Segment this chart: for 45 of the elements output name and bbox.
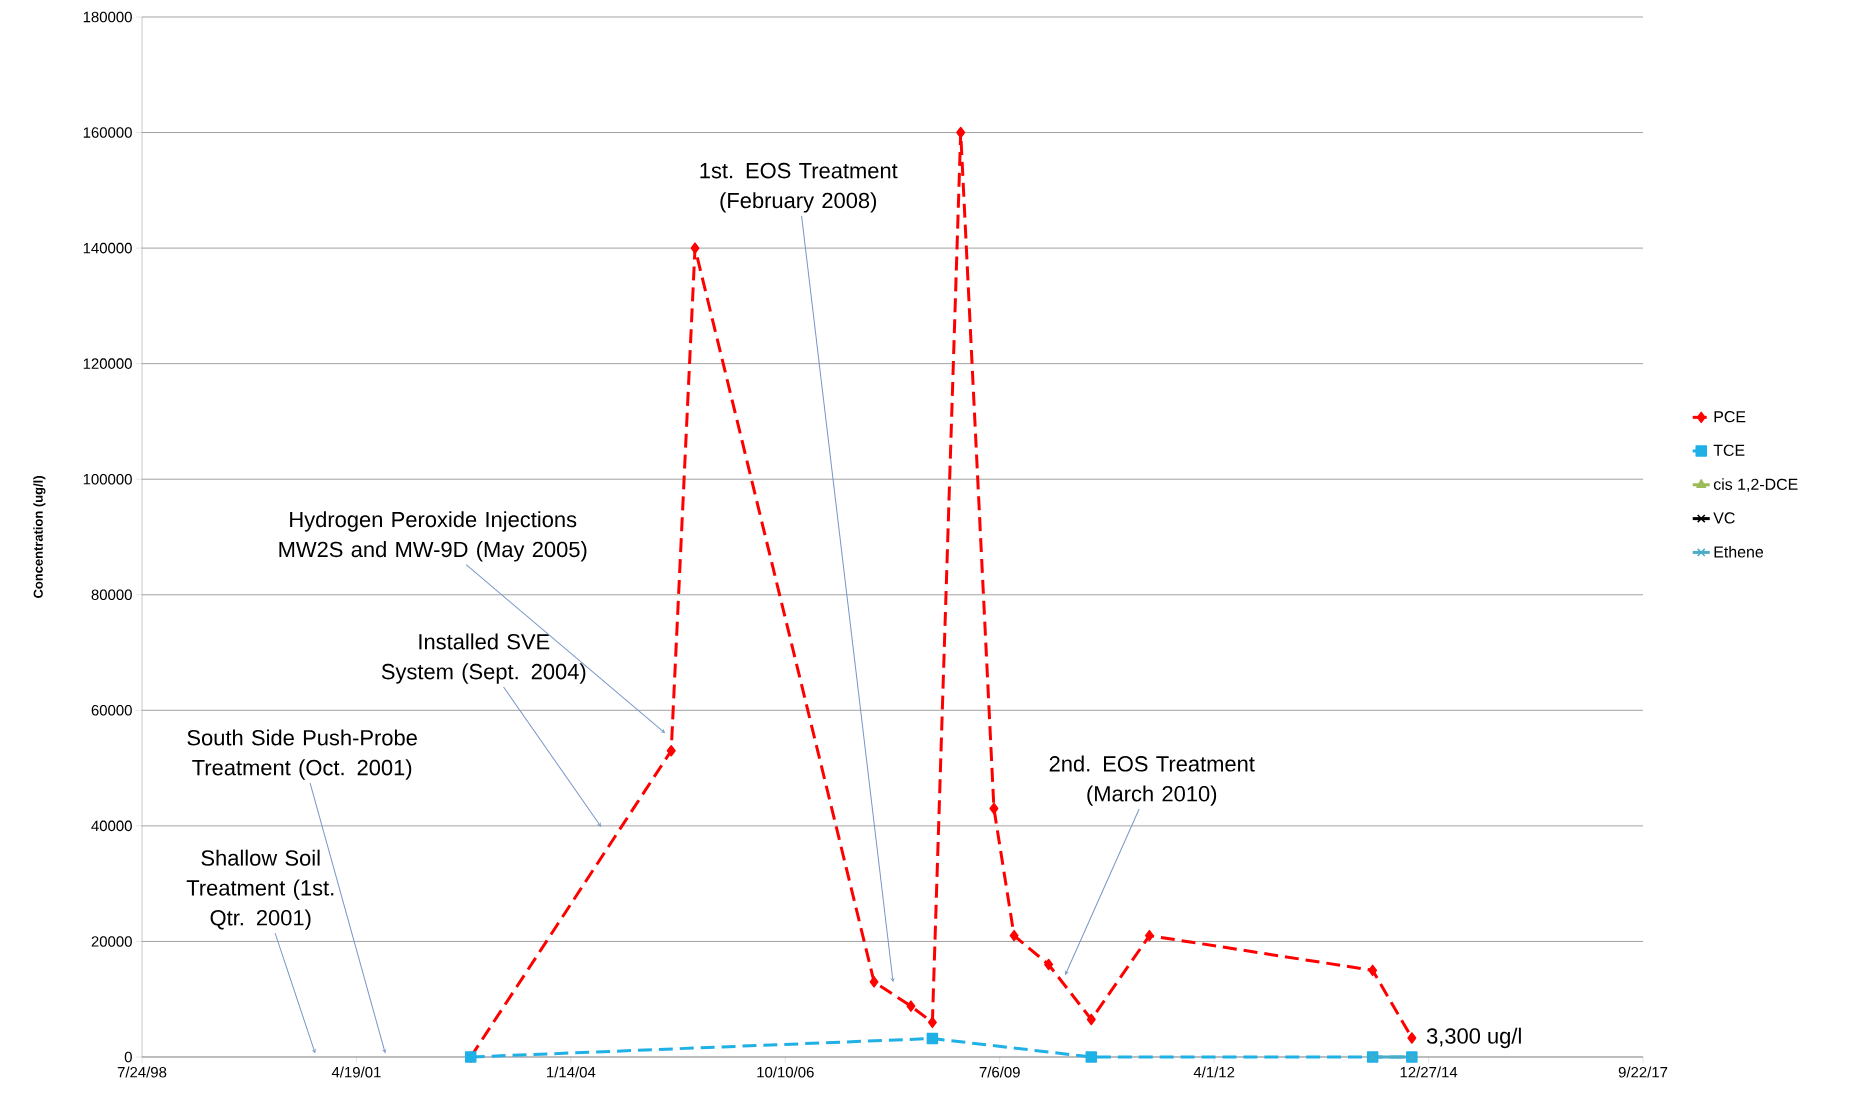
legend-label: cis 1,2-DCE bbox=[1713, 478, 1798, 492]
point bbox=[989, 802, 999, 815]
point bbox=[690, 242, 700, 254]
x-tick-label: 4/19/01 bbox=[331, 1066, 381, 1078]
y-tick-label: 160000 bbox=[83, 127, 132, 138]
y-tick-label: 20000 bbox=[91, 936, 132, 947]
point bbox=[927, 1016, 937, 1029]
point bbox=[1009, 929, 1019, 942]
annotation: 1st. EOS Treatment (February 2008) bbox=[700, 162, 898, 213]
annotation: Hydrogen Peroxide Injections MW2S and MW-9D (May 2005) bbox=[279, 511, 587, 562]
point bbox=[906, 1000, 916, 1012]
annotation: South Side Push-Probe Treatment (Oct. 2001) bbox=[187, 729, 417, 780]
x-tick-label: 12/27/14 bbox=[1400, 1066, 1458, 1078]
annotation: Installed SVE System (Sept. 2004) bbox=[381, 633, 586, 684]
x-tick-label: 9/22/17 bbox=[1618, 1066, 1668, 1078]
y-tick-label: 80000 bbox=[91, 589, 132, 601]
x-tick-label: 4/1/12 bbox=[1193, 1066, 1235, 1078]
point bbox=[1085, 1051, 1098, 1063]
y-tick-label: 40000 bbox=[91, 820, 132, 832]
point bbox=[1368, 964, 1378, 977]
x-tick-label: 1/14/04 bbox=[547, 1066, 596, 1078]
legend-label: PCE bbox=[1714, 411, 1746, 423]
point bbox=[1086, 1013, 1096, 1026]
y-tick-label: 140000 bbox=[83, 242, 132, 254]
annotation: Shallow Soil Treatment (1st. Qtr. 2001) bbox=[186, 849, 334, 930]
legend-label: TCE bbox=[1713, 444, 1745, 456]
x-tick-label: 10/10/06 bbox=[757, 1066, 814, 1078]
point bbox=[1144, 929, 1154, 942]
point bbox=[869, 976, 879, 988]
point bbox=[926, 1032, 939, 1045]
y-tick-label: 120000 bbox=[83, 358, 132, 369]
y-tick-label: 180000 bbox=[83, 11, 132, 23]
annotation: 2nd. EOS Treatment (March 2010) bbox=[1049, 755, 1255, 806]
legend-label: VC bbox=[1713, 512, 1735, 524]
y-tick-label: 0 bbox=[124, 1051, 132, 1063]
point bbox=[666, 745, 676, 757]
x-tick-label: 7/24/98 bbox=[117, 1066, 167, 1078]
point bbox=[1044, 958, 1054, 971]
annotation: 3,300 ug/l bbox=[1426, 1027, 1521, 1049]
y-tick-label: 100000 bbox=[83, 473, 132, 485]
legend-label: Ethene bbox=[1714, 545, 1764, 558]
x-tick-label: 7/6/09 bbox=[979, 1066, 1020, 1078]
y-axis-title: Concentration (ug/l) bbox=[33, 476, 46, 598]
y-tick-label: 60000 bbox=[91, 705, 132, 716]
point bbox=[1407, 1032, 1417, 1044]
